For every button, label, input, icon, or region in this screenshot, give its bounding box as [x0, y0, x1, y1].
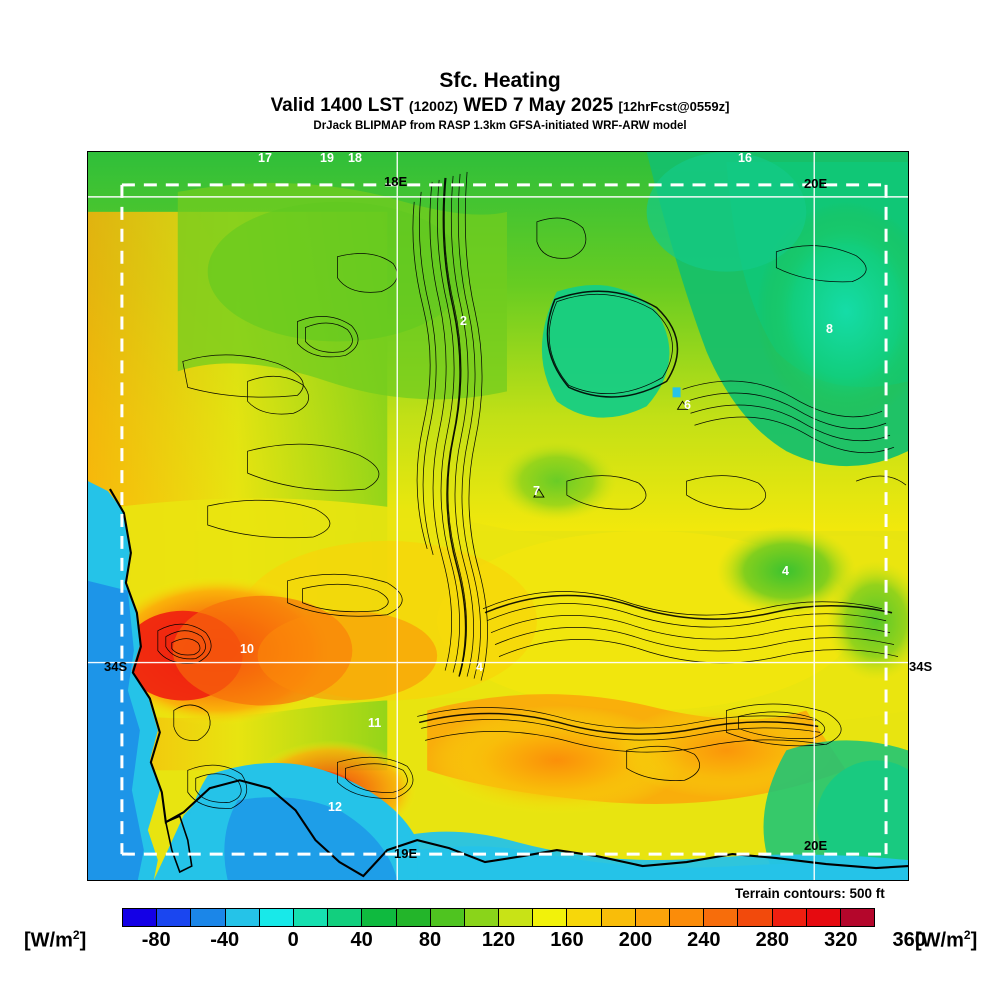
colorbar-swatch-0 — [123, 909, 158, 926]
colorbar-swatch-4 — [259, 909, 294, 926]
forecast-tag: [12hrFcst@0559z] — [618, 99, 730, 115]
valid-date: WED 7 May 2025 — [463, 95, 614, 117]
colorbar-swatch-15 — [635, 909, 670, 926]
colorbar-swatch-21 — [840, 909, 875, 926]
grid-label-19E: 19E — [394, 846, 418, 861]
colorbar-tick-200: 200 — [618, 929, 653, 951]
colorbar-tick-160: 160 — [550, 929, 584, 951]
colorbar-swatch-8 — [396, 909, 431, 926]
colorbar-swatch-12 — [533, 909, 568, 926]
terrain-contour-note: Terrain contours: 500 ft — [735, 886, 885, 901]
model-description: DrJack BLIPMAP from RASP 1.3km GFSA-init… — [313, 119, 687, 132]
colorbar-tick-40: 40 — [350, 929, 373, 951]
forecast-map[interactable]: 17 19 18 18E 16 20E 19E 20E 2 7 6 8 4 10… — [87, 151, 909, 881]
colorbar-swatch-20 — [806, 909, 841, 926]
valid-utc: (1200Z) — [408, 98, 458, 115]
colorbar-swatch-3 — [225, 909, 260, 926]
colorbar-swatch-11 — [499, 909, 534, 926]
valid-prefix: Valid 1400 LST — [270, 95, 404, 117]
grid-label-20E-top: 20E — [804, 176, 828, 191]
page-title: Sfc. Heating — [439, 69, 561, 92]
colorbar-tick-240: 240 — [687, 929, 721, 951]
colorbar-swatch-6 — [328, 909, 363, 926]
lat-label-34S-left: 34S — [104, 659, 128, 674]
colorbar-swatch-10 — [464, 909, 500, 926]
grid-label-18E: 18E — [384, 174, 408, 189]
map-raster — [88, 152, 908, 880]
lat-label-34S-right: 34S — [909, 659, 933, 674]
colorbar-legend: [W/m2] -80 -40 0 40 80 120 160 200 240 280 320 360 … — [0, 903, 1000, 963]
colorbar-swatch-17 — [704, 909, 739, 926]
colorbar-swatch-13 — [567, 909, 602, 926]
colorbar-tick-80: 80 — [418, 929, 442, 951]
unit-label-left: [W/m2] — [24, 928, 87, 952]
colorbar-swatch-2 — [191, 909, 226, 926]
colorbar-swatch-19 — [772, 909, 807, 926]
colorbar-swatches — [122, 908, 875, 927]
unit-label-right: [W/m2] — [915, 928, 978, 952]
colorbar-tick--80: -80 — [141, 929, 171, 951]
colorbar-swatch-7 — [362, 909, 397, 926]
grid-label-20E-bottom: 20E — [804, 838, 828, 853]
colorbar-tick--40: -40 — [210, 929, 240, 951]
colorbar-tick-120: 120 — [481, 929, 516, 951]
colorbar-tick-280: 280 — [755, 929, 789, 951]
colorbar-swatch-18 — [738, 909, 773, 926]
valid-time-line: Valid 1400 LST (1200Z) WED 7 May 2025 [1… — [0, 96, 1000, 116]
colorbar-tick-320: 320 — [824, 929, 858, 951]
colorbar-tick-0: 0 — [287, 929, 299, 951]
title-block: Sfc. Heating Valid 1400 LST (1200Z) WED … — [0, 0, 1000, 132]
colorbar-swatch-16 — [670, 909, 705, 926]
colorbar-swatch-9 — [430, 909, 465, 926]
colorbar-swatch-5 — [293, 909, 329, 926]
colorbar-tick-360: 360 — [892, 929, 926, 951]
colorbar-swatch-1 — [157, 909, 192, 926]
colorbar-swatch-14 — [601, 909, 636, 926]
